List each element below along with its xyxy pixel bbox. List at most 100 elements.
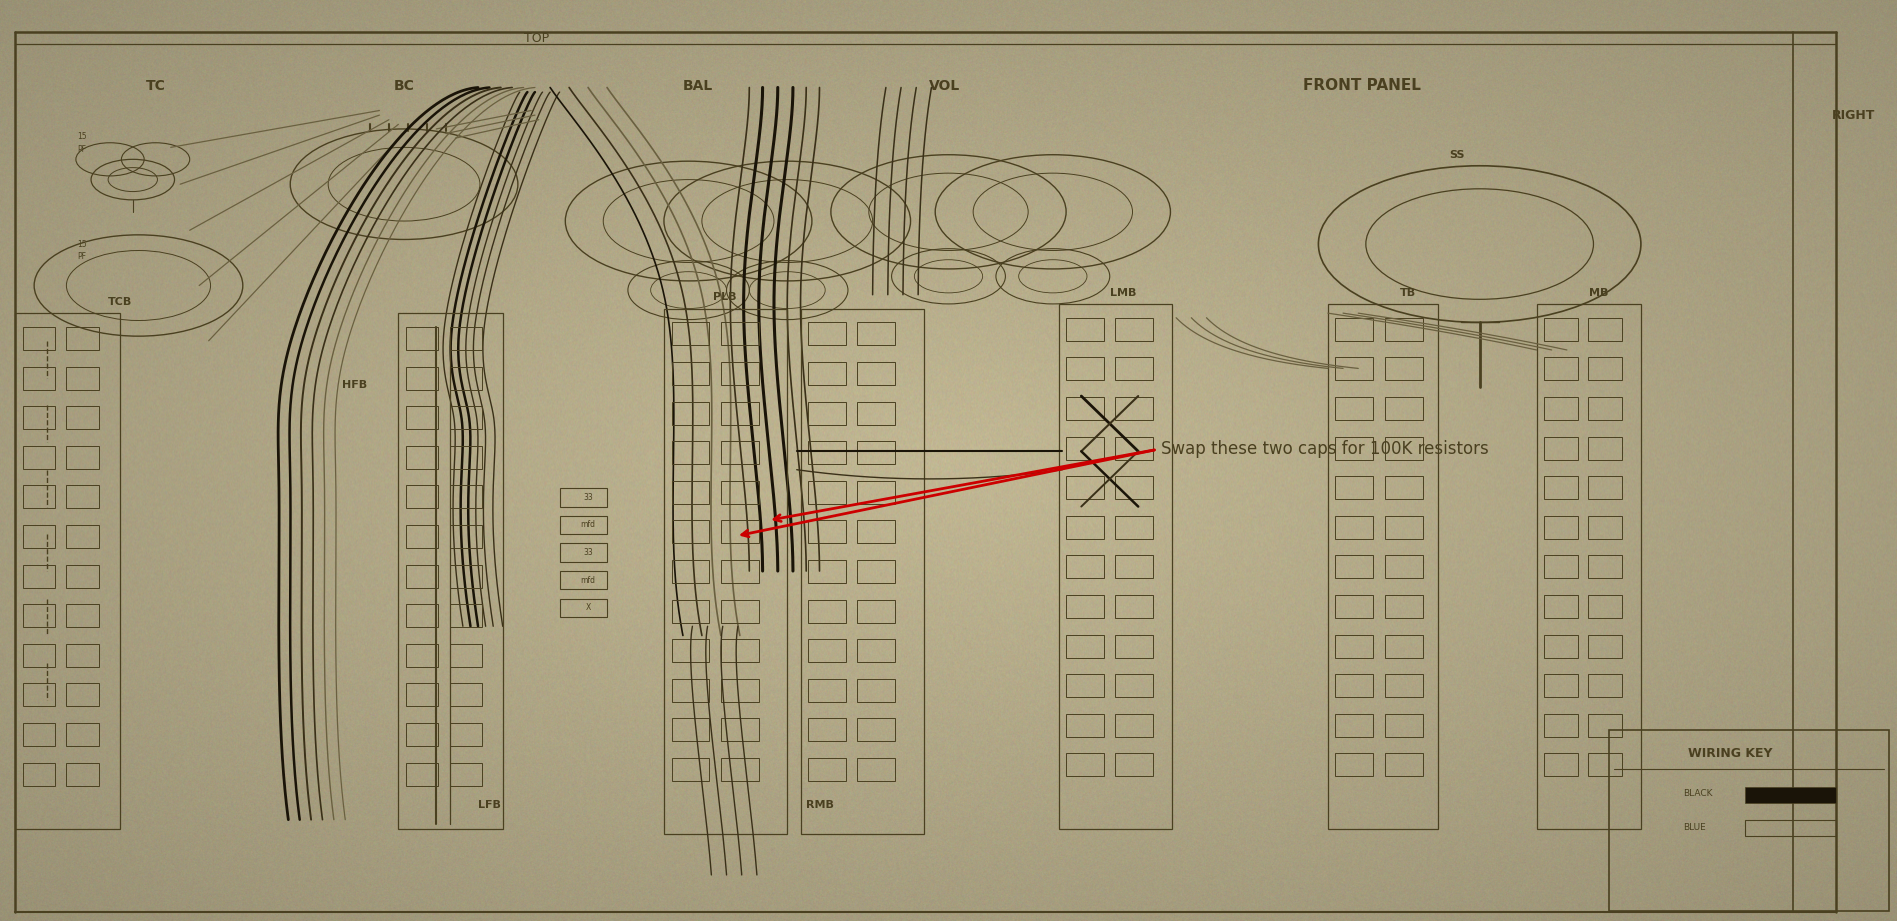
Bar: [406, 604, 438, 627]
Bar: [1115, 397, 1153, 420]
Bar: [1544, 595, 1578, 618]
Bar: [1385, 674, 1423, 697]
Bar: [1066, 397, 1104, 420]
Bar: [406, 565, 438, 588]
Bar: [1335, 555, 1373, 578]
Bar: [1385, 516, 1423, 539]
Bar: [721, 402, 759, 425]
Bar: [1385, 753, 1423, 776]
Bar: [450, 565, 482, 588]
Bar: [1588, 714, 1622, 737]
Bar: [1115, 437, 1153, 460]
Text: 15: 15: [76, 132, 87, 141]
Bar: [1335, 476, 1373, 499]
Bar: [1335, 318, 1373, 341]
Bar: [1588, 318, 1622, 341]
Bar: [66, 604, 99, 627]
Bar: [1588, 595, 1622, 618]
Bar: [1335, 635, 1373, 658]
Bar: [1588, 635, 1622, 658]
Bar: [1066, 357, 1104, 380]
Bar: [672, 481, 709, 504]
Bar: [66, 644, 99, 667]
Bar: [1328, 304, 1438, 829]
Bar: [450, 644, 482, 667]
Bar: [672, 520, 709, 543]
Bar: [1385, 595, 1423, 618]
Bar: [721, 679, 759, 702]
Bar: [664, 309, 787, 834]
Bar: [1335, 357, 1373, 380]
Bar: [1544, 714, 1578, 737]
Bar: [450, 446, 482, 469]
Bar: [1115, 318, 1153, 341]
Bar: [1066, 674, 1104, 697]
Bar: [808, 718, 846, 741]
Bar: [672, 362, 709, 385]
Bar: [1544, 437, 1578, 460]
Text: 33: 33: [582, 493, 594, 502]
Text: PF: PF: [78, 145, 85, 154]
Bar: [1335, 753, 1373, 776]
Bar: [808, 441, 846, 464]
Bar: [1588, 753, 1622, 776]
Bar: [672, 639, 709, 662]
Bar: [1544, 318, 1578, 341]
Bar: [1588, 437, 1622, 460]
Bar: [1544, 476, 1578, 499]
Bar: [450, 723, 482, 746]
Bar: [406, 406, 438, 429]
Bar: [23, 446, 55, 469]
Text: BLACK: BLACK: [1683, 789, 1713, 799]
Bar: [406, 367, 438, 390]
Text: RIGHT: RIGHT: [1833, 109, 1874, 122]
Bar: [1115, 635, 1153, 658]
Text: mfd: mfd: [580, 576, 596, 585]
Bar: [66, 565, 99, 588]
Text: LMB: LMB: [1110, 288, 1136, 297]
Bar: [1059, 304, 1172, 829]
Bar: [23, 327, 55, 350]
Bar: [672, 758, 709, 781]
Bar: [808, 758, 846, 781]
Bar: [1066, 516, 1104, 539]
Bar: [808, 520, 846, 543]
Bar: [672, 679, 709, 702]
Text: TC: TC: [146, 78, 165, 93]
Bar: [1544, 397, 1578, 420]
Bar: [857, 402, 895, 425]
Bar: [23, 525, 55, 548]
Bar: [1066, 635, 1104, 658]
Text: PLB: PLB: [713, 293, 736, 302]
Bar: [406, 644, 438, 667]
Bar: [1115, 516, 1153, 539]
Bar: [450, 367, 482, 390]
Bar: [66, 485, 99, 508]
Bar: [450, 683, 482, 706]
Bar: [857, 441, 895, 464]
Bar: [672, 402, 709, 425]
Bar: [406, 763, 438, 786]
Bar: [672, 600, 709, 623]
Bar: [1385, 555, 1423, 578]
Bar: [1115, 357, 1153, 380]
Bar: [66, 723, 99, 746]
Bar: [66, 446, 99, 469]
Bar: [1335, 595, 1373, 618]
Bar: [1066, 476, 1104, 499]
Text: X: X: [586, 603, 590, 612]
Bar: [1066, 318, 1104, 341]
Bar: [808, 639, 846, 662]
Bar: [23, 644, 55, 667]
Text: TB: TB: [1400, 288, 1415, 297]
Bar: [1588, 357, 1622, 380]
Bar: [1385, 397, 1423, 420]
Bar: [1115, 555, 1153, 578]
Bar: [721, 560, 759, 583]
Bar: [66, 367, 99, 390]
Bar: [1745, 787, 1836, 803]
Bar: [1544, 555, 1578, 578]
Bar: [23, 565, 55, 588]
Bar: [1385, 635, 1423, 658]
Bar: [1385, 318, 1423, 341]
